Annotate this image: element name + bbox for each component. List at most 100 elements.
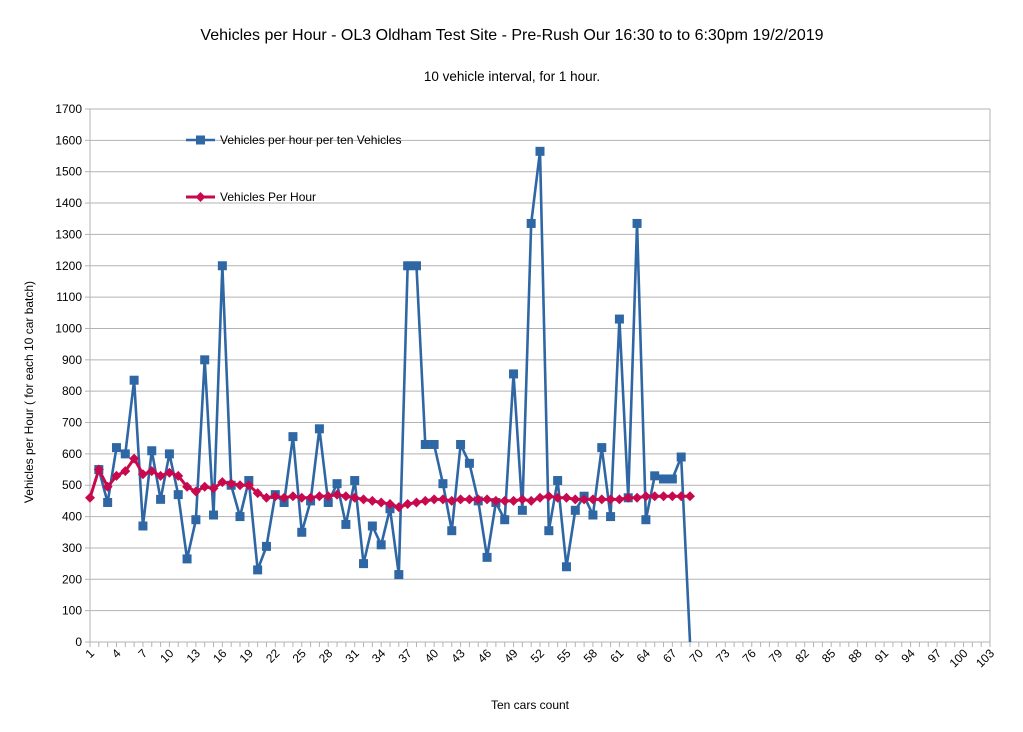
- data-point: [455, 494, 466, 505]
- y-tick-label: 1600: [55, 133, 82, 147]
- data-point: [349, 492, 360, 503]
- y-axis-ticks: 0 100 200 300 400 500 600 700 800 900 1000 1100 1200…: [55, 102, 90, 649]
- data-point: [676, 452, 686, 462]
- data-point: [367, 521, 377, 531]
- data-point: [164, 449, 174, 459]
- x-tick-label: 37: [395, 646, 415, 666]
- data-point: [288, 432, 298, 442]
- data-point: [456, 439, 466, 449]
- x-tick-label: 16: [210, 646, 230, 666]
- x-tick-label: 49: [501, 646, 521, 666]
- data-point: [517, 494, 528, 505]
- data-point: [146, 466, 157, 477]
- data-point: [535, 146, 545, 156]
- x-tick-label: 97: [925, 646, 945, 666]
- data-point: [332, 479, 342, 489]
- data-point: [296, 492, 307, 503]
- data-point: [579, 494, 590, 505]
- legend-label: Vehicles Per Hour: [220, 190, 316, 204]
- data-point: [102, 481, 113, 492]
- data-point: [446, 495, 457, 506]
- y-tick-label: 1100: [56, 290, 82, 304]
- x-tick-label: 46: [475, 646, 495, 666]
- data-point: [526, 495, 537, 506]
- y-tick-label: 1500: [55, 165, 82, 179]
- data-point: [226, 478, 237, 489]
- data-point: [473, 494, 484, 505]
- data-point: [235, 512, 245, 522]
- data-point: [623, 492, 634, 503]
- data-point: [429, 439, 439, 449]
- x-tick-label: 55: [554, 646, 574, 666]
- data-point: [658, 491, 669, 502]
- x-tick-label: 88: [845, 646, 865, 666]
- x-tick-label: 13: [184, 646, 204, 666]
- data-point: [217, 477, 228, 488]
- series-line: [97, 150, 692, 643]
- data-point: [217, 261, 227, 271]
- data-point: [103, 497, 113, 507]
- data-point: [182, 481, 193, 492]
- data-point: [147, 446, 157, 456]
- data-point: [111, 470, 122, 481]
- data-point: [305, 492, 316, 503]
- x-tick-label: 4: [109, 646, 124, 661]
- legend-marker: [195, 192, 206, 202]
- data-point: [517, 505, 527, 515]
- x-tick-label: 10: [157, 646, 177, 666]
- data-point: [393, 502, 404, 513]
- y-tick-label: 300: [62, 541, 82, 555]
- x-tick-label: 61: [607, 646, 627, 666]
- data-point: [659, 474, 669, 484]
- data-point: [314, 424, 324, 434]
- data-point: [676, 491, 687, 502]
- data-point: [403, 261, 413, 271]
- series-layer: [85, 146, 695, 643]
- data-point: [641, 515, 651, 525]
- data-point: [323, 497, 333, 507]
- y-tick-label: 500: [62, 478, 82, 492]
- data-point: [350, 476, 360, 486]
- data-point: [376, 540, 386, 550]
- data-point: [402, 499, 413, 510]
- data-point: [570, 494, 581, 505]
- x-tick-label: 94: [898, 646, 918, 666]
- data-point: [367, 495, 378, 506]
- data-point: [437, 494, 448, 505]
- data-point: [667, 491, 678, 502]
- data-point: [155, 470, 166, 481]
- data-point: [358, 494, 369, 505]
- data-point: [243, 480, 254, 491]
- data-point: [632, 218, 642, 228]
- data-point: [173, 470, 184, 481]
- x-tick-label: 70: [687, 646, 707, 666]
- data-point: [359, 559, 369, 569]
- y-tick-label: 1000: [55, 321, 82, 335]
- data-point: [287, 491, 298, 502]
- data-point: [614, 494, 625, 505]
- y-tick-label: 800: [62, 384, 82, 398]
- data-point: [182, 554, 192, 564]
- data-point: [561, 562, 571, 572]
- y-tick-label: 600: [62, 447, 82, 461]
- data-point: [261, 541, 271, 551]
- data-point: [509, 369, 519, 379]
- y-tick-label: 900: [62, 353, 82, 367]
- data-point: [561, 492, 572, 503]
- data-point: [279, 492, 290, 503]
- x-tick-label: 67: [660, 646, 680, 666]
- data-point: [191, 515, 201, 525]
- data-point: [93, 464, 104, 475]
- chart-title: Vehicles per Hour - OL3 Oldham Test Site…: [200, 27, 823, 44]
- y-axis-title: Vehicles per Hour ( for each 10 car batc…: [22, 281, 36, 503]
- data-point: [614, 314, 624, 324]
- data-point: [482, 552, 492, 562]
- x-tick-label: 91: [872, 646, 892, 666]
- legend-item: Vehicles Per Hour: [186, 190, 316, 204]
- x-tick-label: 28: [316, 646, 336, 666]
- data-point: [605, 494, 616, 505]
- data-point: [597, 443, 607, 453]
- series-1: [94, 146, 692, 643]
- data-point: [376, 497, 387, 508]
